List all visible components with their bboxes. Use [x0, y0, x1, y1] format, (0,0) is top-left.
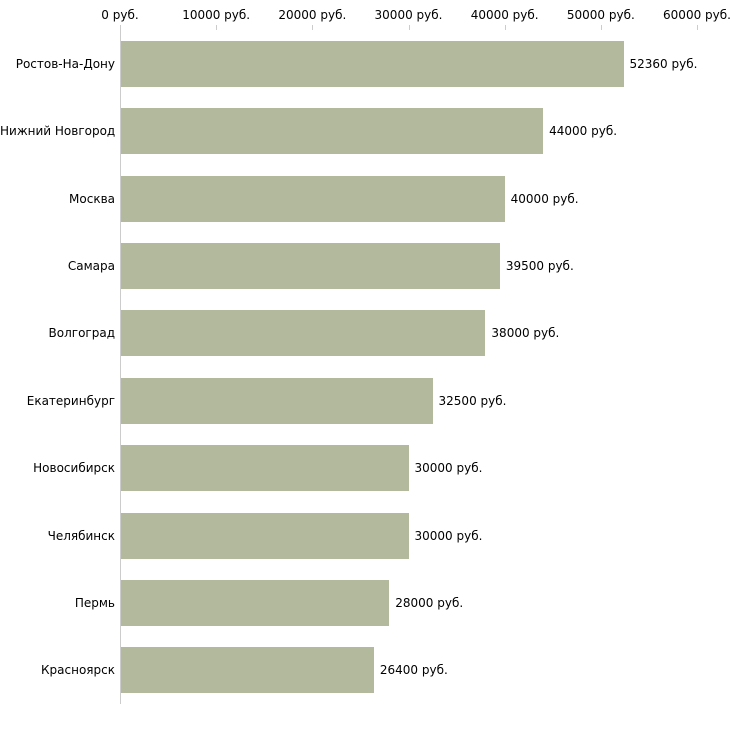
- category-label: Москва: [69, 191, 115, 206]
- y-axis-line: [120, 30, 121, 704]
- x-tick-label: 40000 руб.: [470, 8, 539, 22]
- value-label: 40000 руб.: [510, 191, 579, 206]
- x-tick-mark: [600, 25, 602, 30]
- bar: [121, 108, 544, 155]
- bar: [121, 175, 505, 222]
- bar: [121, 310, 486, 357]
- x-tick-label: 30000 руб.: [374, 8, 443, 22]
- bar: [121, 647, 374, 694]
- value-label: 44000 руб.: [549, 124, 618, 139]
- bar: [121, 445, 409, 492]
- value-label: 52360 руб.: [629, 56, 698, 71]
- category-label: Екатеринбург: [26, 393, 115, 408]
- category-label: Самара: [67, 258, 115, 273]
- category-label: Нижний Новгород: [0, 124, 116, 139]
- x-tick-label: 10000 руб.: [182, 8, 251, 22]
- x-tick-mark: [216, 25, 218, 30]
- category-label: Челябинск: [47, 528, 115, 543]
- category-label: Новосибирск: [33, 461, 115, 476]
- bar: [121, 377, 433, 424]
- bar: [121, 579, 390, 626]
- x-tick-label: 60000 руб.: [663, 8, 730, 22]
- x-tick-mark: [697, 25, 698, 30]
- x-tick-label: 20000 руб.: [278, 8, 347, 22]
- category-label: Пермь: [74, 595, 115, 610]
- x-tick-label: 0 руб.: [101, 8, 139, 22]
- bar: [121, 40, 624, 87]
- category-label: Красноярск: [41, 663, 115, 678]
- value-label: 32500 руб.: [438, 393, 507, 408]
- x-tick-mark: [504, 25, 506, 30]
- value-label: 30000 руб.: [414, 461, 483, 476]
- x-tick-label: 50000 руб.: [566, 8, 635, 22]
- bar: [121, 512, 409, 559]
- x-tick-mark: [312, 25, 314, 30]
- x-tick-mark: [120, 25, 121, 30]
- value-label: 38000 руб.: [491, 326, 560, 341]
- value-label: 28000 руб.: [395, 595, 464, 610]
- category-label: Ростов-На-Дону: [15, 56, 115, 71]
- bar: [121, 242, 500, 289]
- value-label: 30000 руб.: [414, 528, 483, 543]
- category-label: Волгоград: [48, 326, 115, 341]
- value-label: 26400 руб.: [379, 663, 448, 678]
- x-tick-mark: [408, 25, 410, 30]
- value-label: 39500 руб.: [505, 258, 574, 273]
